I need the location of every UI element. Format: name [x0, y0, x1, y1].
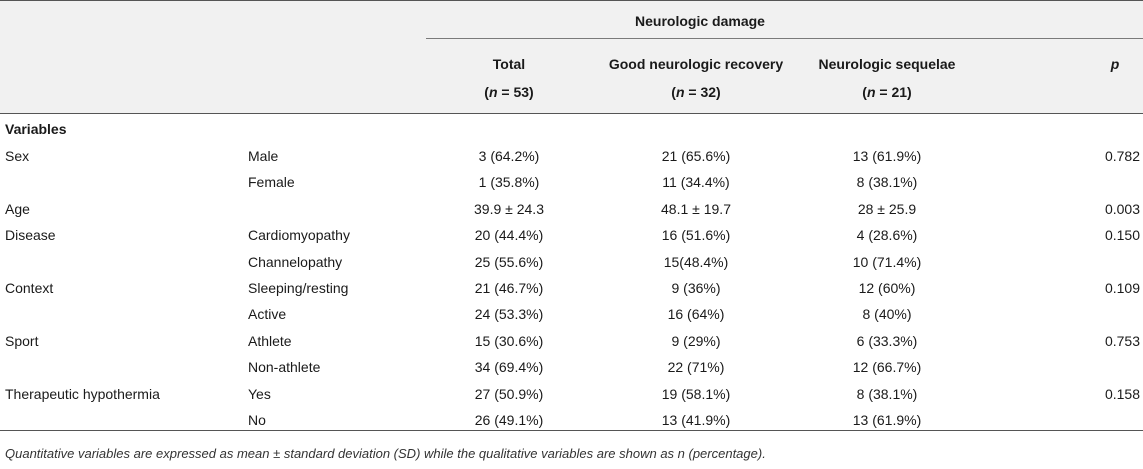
column-header-label: Total [492, 56, 526, 72]
table-row: Sport Athlete 15 (30.6%) 9 (29%) 6 (33.3%) 0.… [0, 328, 1143, 354]
column-header-sequelae: Neurologic sequelae (n = 21) [800, 50, 974, 106]
row-variable: Context [5, 280, 54, 296]
row-good-recovery: 22 (71%) [667, 359, 725, 376]
row-level: Sleeping/resting [248, 280, 349, 296]
row-total: 15 (30.6%) [474, 332, 544, 349]
row-p-value: 0.753 [1104, 332, 1140, 349]
row-total: 27 (50.9%) [474, 385, 544, 402]
row-variable: Age [5, 200, 30, 217]
table-footnote: Quantitative variables are expressed as … [5, 446, 766, 461]
row-p-value: 0.109 [1104, 280, 1140, 296]
row-level: Yes [248, 385, 271, 402]
row-good-recovery: 19 (58.1%) [661, 385, 731, 402]
row-good-recovery: 16 (64%) [667, 306, 725, 323]
row-sequelae: 12 (60%) [858, 280, 916, 296]
row-good-recovery: 13 (41.9%) [661, 412, 731, 428]
row-sequelae: 10 (71.4%) [852, 253, 922, 270]
row-total: 39.9 ± 24.3 [474, 200, 544, 217]
column-header-label: Good neurologic recovery [608, 56, 784, 72]
row-total: 1 (35.8%) [478, 174, 540, 191]
row-good-recovery: 9 (29%) [671, 332, 721, 349]
bottom-rule [0, 430, 1143, 431]
row-variable: Therapeutic hypothermia [5, 385, 160, 402]
row-sequelae: 28 ± 25.9 [857, 200, 917, 217]
row-p-value: 0.150 [1104, 227, 1140, 244]
table-row: Age 39.9 ± 24.3 48.1 ± 19.7 28 ± 25.9 0.003 [0, 196, 1143, 222]
row-total: 25 (55.6%) [474, 253, 544, 270]
column-header-total: Total (n = 53) [426, 50, 592, 106]
section-label-variables: Variables [5, 121, 67, 137]
row-p-value: 0.782 [1104, 148, 1140, 164]
row-sequelae: 6 (33.3%) [856, 332, 918, 349]
row-level: Channelopathy [248, 253, 343, 270]
group-header: Neurologic damage [635, 13, 765, 29]
table-row: Active 24 (53.3%) 16 (64%) 8 (40%) [0, 301, 1143, 327]
row-sequelae: 4 (28.6%) [856, 227, 918, 244]
row-level: Female [248, 174, 295, 191]
row-sequelae: 13 (61.9%) [852, 412, 922, 428]
table-row: No 26 (49.1%) 13 (41.9%) 13 (61.9%) [0, 407, 1143, 433]
row-variable: Sport [5, 332, 39, 349]
row-p-value: 0.158 [1104, 385, 1140, 402]
row-variable: Sex [5, 148, 30, 164]
row-total: 3 (64.2%) [478, 148, 540, 164]
group-header-rule [426, 38, 1143, 39]
row-good-recovery: 11 (34.4%) [662, 174, 730, 191]
row-level: Active [248, 306, 287, 323]
row-sequelae: 8 (38.1%) [856, 174, 918, 191]
row-total: 34 (69.4%) [474, 359, 544, 376]
row-variable: Disease [5, 227, 56, 244]
table-row: Female 1 (35.8%) 11 (34.4%) 8 (38.1%) [0, 169, 1143, 195]
table-row: Non-athlete 34 (69.4%) 22 (71%) 12 (66.7%) [0, 354, 1143, 380]
row-total: 26 (49.1%) [474, 412, 544, 428]
row-level: Non-athlete [248, 359, 321, 376]
column-header-label: p [1110, 56, 1120, 72]
table-row: Sex Male 3 (64.2%) 21 (65.6%) 13 (61.9%) 0.78… [0, 143, 1143, 169]
row-level: Cardiomyopathy [248, 227, 350, 244]
row-level: Athlete [248, 332, 292, 349]
row-good-recovery: 9 (36%) [671, 280, 721, 296]
row-p-value: 0.003 [1104, 200, 1140, 217]
table-row: Disease Cardiomyopathy 20 (44.4%) 16 (51.6%… [0, 222, 1143, 248]
table-row: Therapeutic hypothermia Yes 27 (50.9%) 19 (… [0, 381, 1143, 407]
header-bottom-rule [0, 113, 1143, 114]
row-level: No [248, 412, 266, 428]
header-band [0, 1, 1143, 113]
row-sequelae: 8 (38.1%) [856, 385, 918, 402]
row-total: 24 (53.3%) [474, 306, 544, 323]
top-rule [0, 0, 1143, 1]
row-total: 20 (44.4%) [474, 227, 544, 244]
row-total: 21 (46.7%) [474, 280, 544, 296]
row-sequelae: 12 (66.7%) [852, 359, 922, 376]
row-good-recovery: 48.1 ± 19.7 [661, 200, 731, 217]
column-header-n: (n = 32) [671, 84, 721, 100]
row-good-recovery: 16 (51.6%) [661, 227, 731, 244]
column-header-n: (n = 21) [862, 84, 912, 100]
row-sequelae: 13 (61.9%) [852, 148, 922, 164]
column-header-good-recovery: Good neurologic recovery (n = 32) [592, 50, 800, 106]
table-row: Channelopathy 25 (55.6%) 15(48.4%) 10 (71.4… [0, 249, 1143, 275]
column-header-label: Neurologic sequelae [818, 56, 956, 72]
row-sequelae: 8 (40%) [862, 306, 912, 323]
row-good-recovery: 15(48.4%) [663, 253, 729, 270]
table-row: Context Sleeping/resting 21 (46.7%) 9 (36%)… [0, 275, 1143, 301]
row-good-recovery: 21 (65.6%) [661, 148, 731, 164]
column-header-p: p [1090, 50, 1140, 78]
column-header-n: (n = 53) [484, 84, 534, 100]
row-level: Male [248, 148, 279, 164]
